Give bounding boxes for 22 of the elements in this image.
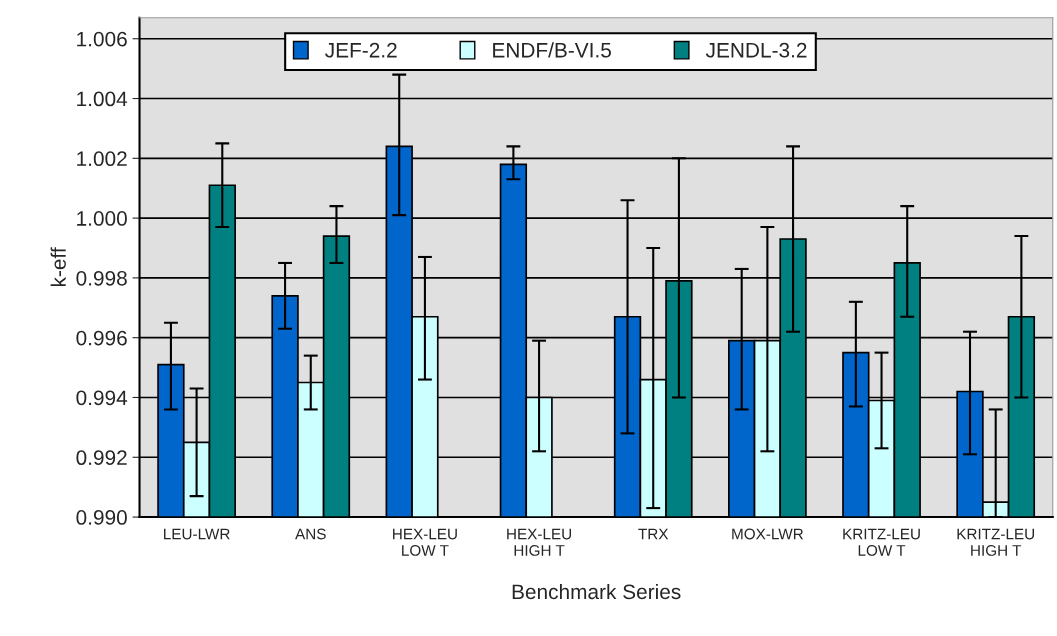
x-tick-label: TRX bbox=[638, 528, 669, 540]
y-tick-label: 0.996 bbox=[76, 330, 127, 346]
y-tick-label: 0.992 bbox=[76, 450, 127, 466]
y-tick-label: 1.002 bbox=[77, 151, 127, 167]
x-tick-label: KRITZ-LEU LOW T bbox=[843, 528, 920, 556]
y-tick-label: 0.990 bbox=[76, 510, 127, 525]
y-tick-label: 0.994 bbox=[76, 390, 128, 406]
x-tick-label: ANS bbox=[295, 528, 326, 540]
y-tick-label: 1.000 bbox=[77, 211, 127, 226]
x-tick-label: HEX-LEU HIGH T bbox=[507, 528, 571, 556]
legend-label: JEF-2.2 bbox=[325, 42, 397, 58]
y-axis-title: k-eff bbox=[50, 247, 66, 287]
x-tick-label: LEU-LWR bbox=[164, 528, 230, 540]
legend-label: ENDF/B-VI.5 bbox=[493, 42, 611, 58]
x-tick-label: HEX-LEU LOW T bbox=[393, 528, 457, 556]
y-tick-label: 1.004 bbox=[77, 91, 128, 107]
x-tick-label: MOX-LWR bbox=[732, 528, 804, 540]
y-tick-label: 1.006 bbox=[77, 31, 127, 47]
y-tick-label: 0.998 bbox=[76, 270, 127, 286]
legend-label: JENDL-3.2 bbox=[705, 42, 807, 58]
x-tick-label: KRITZ-LEU HIGH T bbox=[957, 528, 1034, 556]
x-axis-title: Benchmark Series bbox=[512, 583, 681, 600]
